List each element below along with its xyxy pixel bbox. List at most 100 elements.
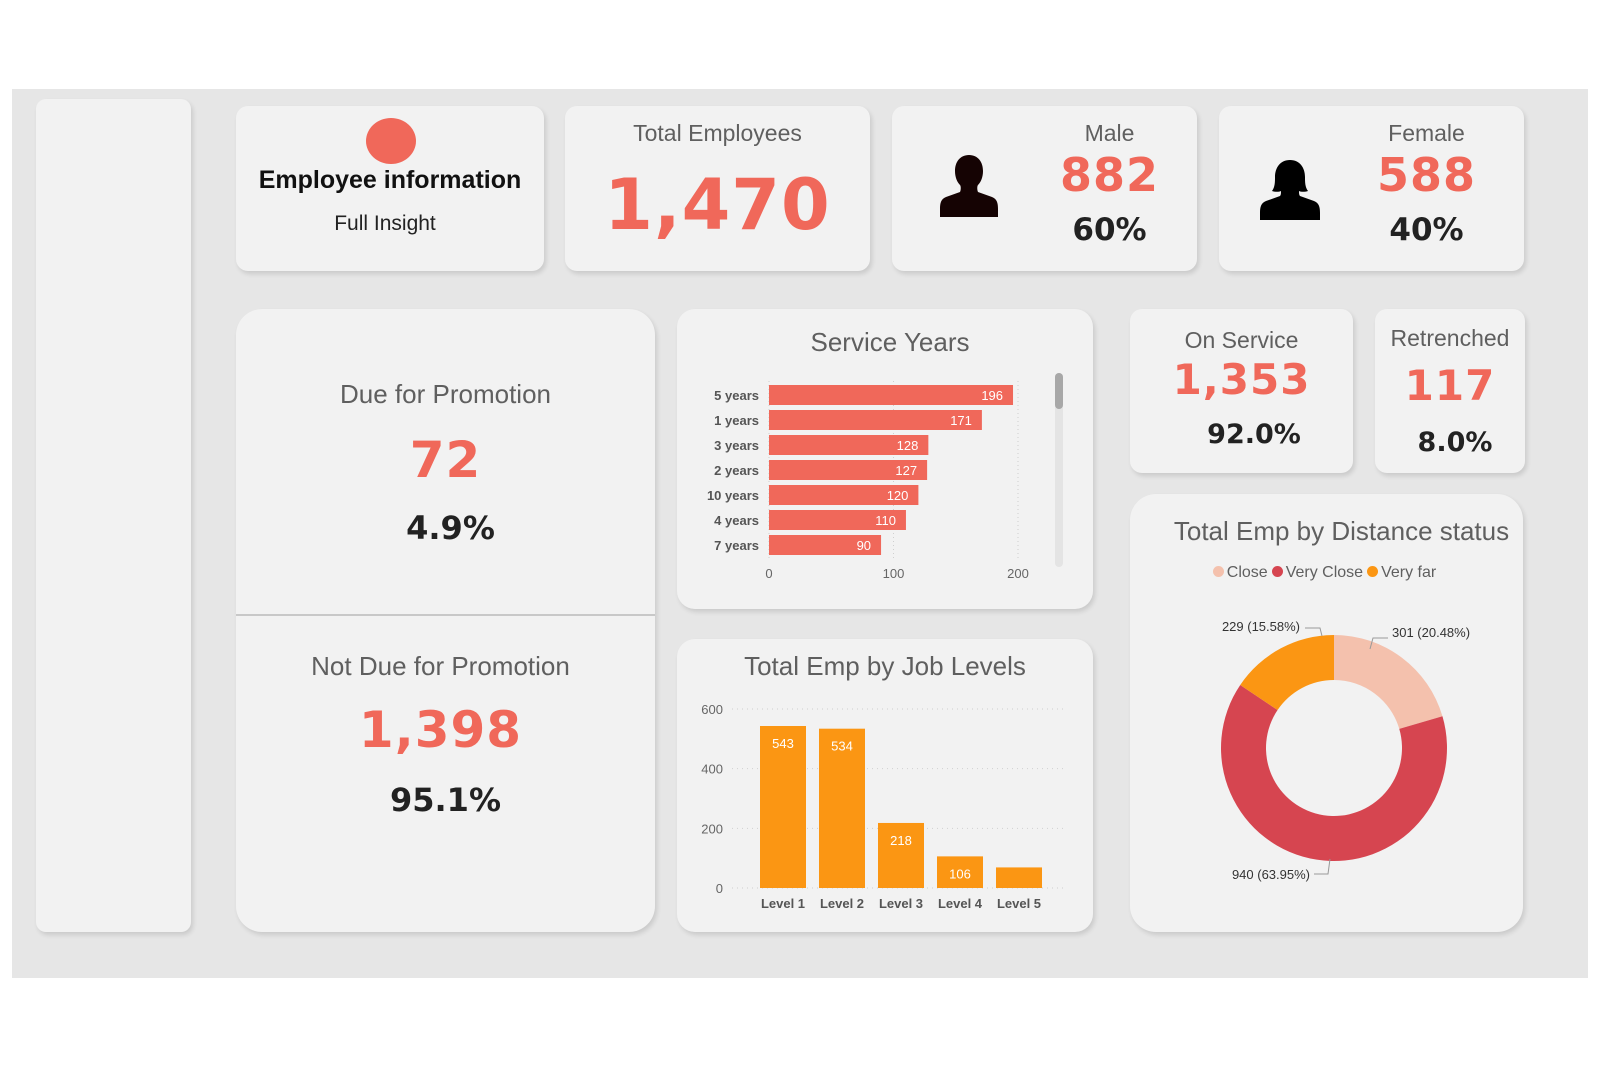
x-category-label: Level 2: [820, 896, 864, 911]
x-category-label: Level 4: [938, 896, 983, 911]
leader-line: [1369, 637, 1388, 650]
service-years-title: Service Years: [810, 327, 970, 357]
service-years-card: Service Years 0 100 200 196 5 years 171 1 year…: [677, 309, 1093, 609]
slice-data-label: 229 (15.58%): [1222, 619, 1300, 634]
promotion-card: Due for Promotion 72 4.9% Not Due for Pr…: [236, 309, 655, 932]
job-levels-chart: 0 200 400 600 543 Level 1 534 Level 2 218 Level 3…: [701, 702, 1065, 911]
bar-value-label: 543: [772, 736, 794, 751]
slice-data-label: 940 (63.95%): [1232, 867, 1310, 882]
legend-item[interactable]: Very Close: [1271, 564, 1364, 581]
bar: [819, 728, 865, 888]
retrenched-label: Retrenched: [1390, 325, 1510, 351]
bar: [878, 822, 924, 888]
y-category-label: 1 years: [714, 413, 759, 428]
job-levels-title: Total Emp by Job Levels: [744, 651, 1026, 681]
total-employees-card: Total Employees 1,470: [565, 106, 870, 271]
x-tick-label: 0: [765, 566, 772, 581]
donut-slice: [1240, 635, 1334, 711]
bar: [996, 867, 1042, 888]
retrenched-pct: 8.0%: [1417, 427, 1493, 458]
bar: [769, 485, 919, 505]
bar: [769, 510, 906, 530]
legend-label: Very Close: [1285, 564, 1364, 581]
on-service-label: On Service: [1184, 327, 1299, 353]
service-years-chart: 0 100 200 196 5 years 171 1 years 128 3 years 127…: [707, 381, 1029, 581]
male-value: 882: [1059, 148, 1160, 202]
female-card: Female 588 40%: [1219, 106, 1524, 271]
bar: [937, 856, 983, 888]
y-tick-label: 200: [701, 821, 723, 836]
due-promotion-value: 72: [409, 431, 482, 489]
y-tick-label: 600: [701, 702, 723, 717]
x-tick-label: 100: [883, 566, 905, 581]
legend-dot-icon: [1367, 566, 1379, 577]
job-levels-card: Total Emp by Job Levels 0 200 400 600 543 Lev…: [677, 639, 1093, 932]
bar-value-label: 127: [895, 463, 917, 478]
slice-data-label: 301 (20.48%): [1392, 625, 1470, 640]
header-subtitle: Full Insight: [334, 212, 436, 235]
male-pct: 60%: [1072, 212, 1147, 248]
retrenched-card: Retrenched 117 8.0%: [1375, 309, 1525, 473]
x-tick-label: 200: [1007, 566, 1029, 581]
due-promotion-label: Due for Promotion: [340, 379, 551, 409]
scrollbar-thumb[interactable]: [1055, 373, 1063, 409]
bar: [769, 410, 982, 430]
female-value: 588: [1376, 148, 1477, 202]
legend-item[interactable]: Close: [1212, 564, 1268, 581]
on-service-pct: 92.0%: [1207, 419, 1301, 450]
legend-label: Very far: [1381, 564, 1437, 581]
bar: [769, 435, 929, 455]
male-label: Male: [1084, 120, 1135, 146]
bar: [769, 460, 928, 480]
service-years-scrollbar[interactable]: [1055, 373, 1063, 567]
bar: [760, 726, 806, 888]
y-category-label: 4 years: [714, 513, 759, 528]
legend-dot-icon: [1271, 566, 1283, 577]
x-category-label: Level 1: [761, 896, 805, 911]
bar-value-label: 128: [897, 438, 919, 453]
leader-line: [1314, 858, 1331, 875]
male-person-icon: [940, 155, 998, 217]
not-due-promotion-value: 1,398: [358, 701, 523, 759]
promotion-divider: [236, 614, 655, 616]
bar-value-label: 534: [831, 739, 853, 754]
leader-line: [1305, 627, 1323, 637]
bar: [769, 535, 882, 555]
y-tick-label: 400: [701, 762, 723, 777]
legend-label: Close: [1226, 564, 1268, 581]
male-card: Male 882 60%: [892, 106, 1197, 271]
female-label: Female: [1388, 120, 1465, 146]
total-employees-label: Total Employees: [633, 120, 802, 146]
bar-value-label: 171: [950, 413, 972, 428]
distance-status-card: Total Emp by Distance status Close Very C…: [1130, 494, 1523, 932]
total-employees-value: 1,470: [604, 164, 831, 246]
bar-value-label: 196: [981, 388, 1003, 403]
not-due-promotion-pct: 95.1%: [389, 781, 501, 819]
x-category-label: Level 5: [997, 896, 1041, 911]
donut-slice: [1334, 635, 1443, 729]
side-panel: [36, 99, 191, 932]
logo-dot-icon: [366, 118, 416, 164]
bar-value-label: 106: [949, 866, 971, 881]
y-tick-label: 0: [716, 881, 723, 896]
distance-legend: Close Very Close Very far: [1130, 564, 1523, 582]
bar-value-label: 120: [887, 488, 909, 503]
y-category-label: 3 years: [714, 438, 759, 453]
distance-donut-chart: 301 (20.48%) 229 (15.58%) 940 (63.95%): [1221, 619, 1470, 882]
y-category-label: 2 years: [714, 463, 759, 478]
y-category-label: 7 years: [714, 538, 759, 553]
not-due-promotion-label: Not Due for Promotion: [311, 651, 570, 681]
x-category-label: Level 3: [879, 896, 923, 911]
legend-dot-icon: [1212, 566, 1224, 577]
y-category-label: 5 years: [714, 388, 759, 403]
bar: [769, 385, 1014, 405]
legend-item[interactable]: Very far: [1367, 564, 1436, 581]
bar-value-label: 90: [857, 538, 871, 553]
distance-status-title: Total Emp by Distance status: [1173, 516, 1510, 546]
bar-value-label: 218: [890, 833, 912, 848]
donut-slice: [1221, 684, 1447, 861]
header-title: Employee information: [258, 166, 522, 194]
header-card: Employee information Full Insight: [236, 106, 544, 271]
due-promotion-pct: 4.9%: [406, 509, 495, 547]
dashboard-canvas: Employee information Full Insight Total …: [12, 89, 1588, 978]
